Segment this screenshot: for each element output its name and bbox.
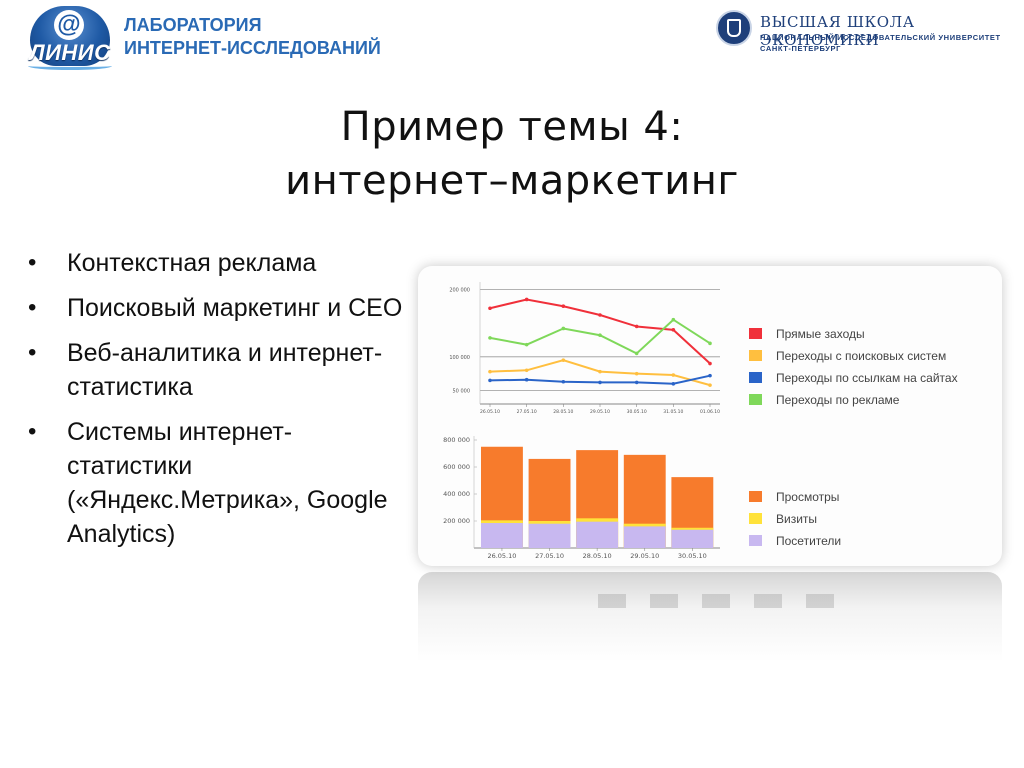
line-point (561, 326, 566, 331)
line-legend-label: Переходы с поисковых систем (776, 349, 946, 363)
line-point (488, 306, 492, 311)
at-sign-icon: @ (54, 10, 84, 40)
line-legend-label: Переходы по рекламе (776, 393, 900, 407)
line-xtick-label: 29.05.10 (590, 409, 610, 415)
bar-Посетители (623, 526, 666, 548)
slide-title: Пример темы 4: интернет–маркетинг (0, 100, 1024, 208)
slide-title-line1: Пример темы 4: (340, 104, 684, 150)
hse-subtitle: НАЦИОНАЛЬНЫЙ ИССЛЕДОВАТЕЛЬСКИЙ УНИВЕРСИТ… (760, 33, 1001, 42)
bar-legend-label: Посетители (776, 534, 841, 548)
bar-ytick-label: 400 000 (443, 490, 470, 498)
lab-name-line2: ИНТЕРНЕТ-ИССЛЕДОВАНИЙ (124, 38, 381, 58)
bullet-list: Контекстная реклама Поисковый маркетинг … (28, 246, 408, 562)
bullet-item: Веб-аналитика и интернет-статистика (28, 336, 408, 404)
linis-badge-text: ЛИНИС (29, 40, 111, 65)
line-xtick-label: 28.05.10 (553, 409, 573, 415)
line-point (488, 369, 492, 374)
line-ytick-label: 50 000 (453, 389, 471, 395)
lab-name-line1: ЛАБОРАТОРИЯ (124, 15, 262, 35)
line-point (598, 369, 602, 374)
line-point (671, 328, 676, 332)
line-point (634, 380, 639, 385)
line-xtick-label: 31.05.10 (663, 409, 683, 415)
linis-badge: @ ЛИНИС (24, 6, 116, 72)
line-legend-swatch (749, 394, 762, 405)
line-legend-label: Переходы по ссылкам на сайтах (776, 371, 958, 385)
hse-city: САНКТ-ПЕТЕРБУРГ (760, 44, 842, 53)
line-point (524, 342, 529, 347)
swoosh-icon (28, 62, 112, 70)
bar-ytick-label: 800 000 (443, 436, 470, 444)
line-point (634, 351, 639, 356)
line-point (488, 378, 492, 383)
line-point (598, 313, 602, 317)
chart-reflection (418, 572, 1002, 662)
bar-xtick-label: 26.05.10 (487, 552, 516, 560)
line-point (708, 341, 712, 346)
line-legend-swatch (749, 350, 762, 361)
bullet-item: Поисковый маркетинг и СЕО (28, 291, 408, 325)
bar-legend-swatch (749, 535, 762, 546)
bar-Посетители (671, 529, 714, 548)
bar-legend-swatch (749, 513, 762, 524)
bar-xtick-label: 27.05.10 (535, 552, 564, 560)
line-point (524, 377, 529, 382)
hse-name: ВЫСШАЯ ШКОЛА ЭКОНОМИКИ (760, 13, 915, 49)
hse-emblem-icon (716, 10, 752, 46)
line-point (524, 297, 529, 302)
linis-logo: @ ЛИНИС ЛАБОРАТОРИЯ ИНТЕРНЕТ-ИССЛЕДОВАНИ… (24, 6, 384, 72)
charts-svg: 200 000 100 000 50 000 26.05.10 27.05.10 28.0… (443, 282, 958, 560)
bar-legend-label: Просмотры (776, 490, 839, 504)
bullet-item: Системы интернет-статистики («Яндекс.Мет… (28, 415, 408, 551)
bar-xtick-label: 30.05.10 (678, 552, 707, 560)
line-point (598, 380, 602, 385)
line-xtick-label: 26.05.10 (480, 409, 500, 415)
bullet-item: Контекстная реклама (28, 246, 408, 280)
line-ytick-label: 200 000 (449, 287, 470, 293)
line-point (708, 383, 712, 387)
chart-panel: 200 000 100 000 50 000 26.05.10 27.05.10 28.0… (418, 266, 1002, 566)
bar-Посетители (481, 523, 523, 548)
bar-Посетители (576, 521, 619, 548)
line-legend-label: Прямые заходы (776, 327, 865, 341)
bar-ytick-label: 600 000 (443, 463, 470, 471)
line-point (561, 358, 566, 362)
line-point (671, 381, 676, 386)
bar-Посетители (528, 523, 571, 548)
bar-ytick-label: 200 000 (443, 517, 470, 525)
bar-xtick-label: 29.05.10 (630, 552, 659, 560)
line-point (561, 304, 566, 309)
line-point (561, 379, 566, 384)
bar-legend-swatch (749, 491, 762, 502)
line-ytick-label: 100 000 (449, 355, 470, 361)
line-xtick-label: 30.05.10 (627, 409, 647, 415)
hse-logo: ВЫСШАЯ ШКОЛА ЭКОНОМИКИ НАЦИОНАЛЬНЫЙ ИССЛ… (716, 10, 1006, 60)
line-point (488, 336, 492, 340)
line-legend-swatch (749, 328, 762, 339)
line-point (671, 317, 676, 322)
lab-name: ЛАБОРАТОРИЯ ИНТЕРНЕТ-ИССЛЕДОВАНИЙ (124, 14, 381, 60)
line-series-Прямые заходы (489, 298, 711, 365)
line-point (671, 373, 676, 377)
line-point (524, 368, 529, 373)
slide-title-line2: интернет–маркетинг (285, 158, 739, 204)
line-point (634, 324, 639, 329)
bar-xtick-label: 28.05.10 (583, 552, 612, 560)
line-point (708, 361, 712, 366)
line-xtick-label: 27.05.10 (517, 409, 537, 415)
line-legend-swatch (749, 372, 762, 383)
line-point (708, 373, 712, 378)
line-point (634, 371, 639, 376)
bar-legend-label: Визиты (776, 512, 817, 526)
line-point (598, 333, 602, 338)
line-xtick-label: 01.06.10 (700, 409, 720, 415)
